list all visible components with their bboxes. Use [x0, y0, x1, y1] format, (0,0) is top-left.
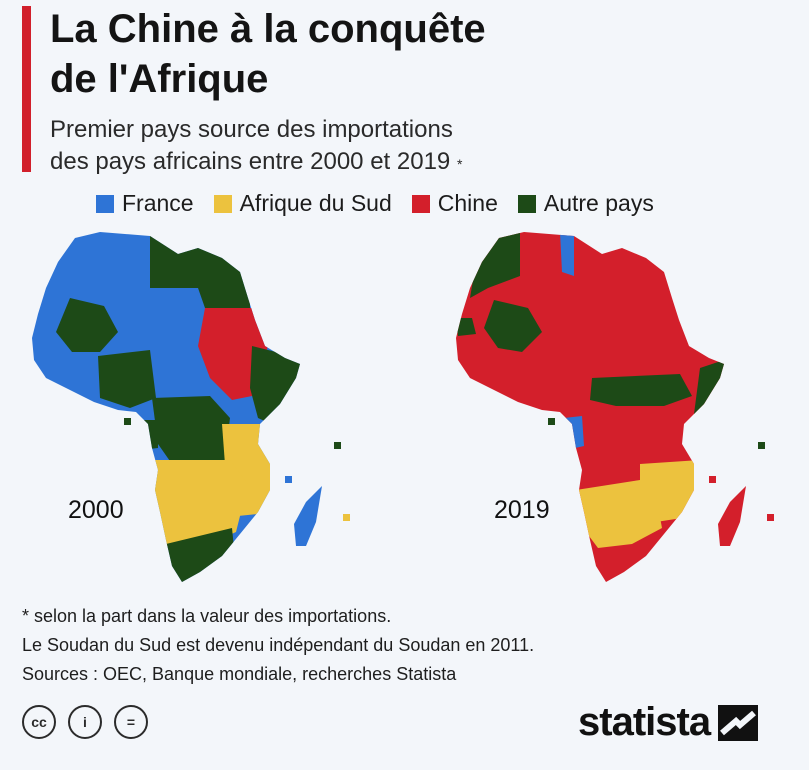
island-2019-comoros: [709, 476, 716, 483]
legend-item-chine: Chine: [411, 190, 498, 217]
footnote-line-2: Le Soudan du Sud est devenu indépendant …: [22, 635, 535, 655]
map-2019: [456, 232, 774, 582]
region-2019-central-band: [590, 374, 692, 406]
page-title: La Chine à la conquête de l'Afrique: [50, 4, 486, 104]
statista-wordmark: statista: [578, 700, 711, 744]
no-derivatives-icon[interactable]: =: [114, 705, 148, 739]
legend-label-afrique-du-sud: Afrique du Sud: [239, 190, 392, 216]
legend-swatch-france: [96, 194, 114, 213]
legend-item-afrique-du-sud: Afrique du Sud: [213, 190, 392, 217]
island-2000-mauritius: [343, 514, 350, 521]
year-label-2019: 2019: [494, 496, 550, 524]
region-2000-south-central: [150, 460, 248, 546]
legend-item-france: France: [96, 190, 194, 217]
year-label-2000: 2000: [68, 496, 124, 524]
region-2000-mali: [56, 298, 118, 352]
island-2019-seychelles: [758, 442, 765, 449]
accent-bar: [22, 6, 31, 172]
island-2000-seychelles: [334, 442, 341, 449]
region-2000-gabon: [140, 420, 158, 450]
license-icons: cc i =: [22, 705, 148, 739]
region-2019-gabon: [564, 416, 584, 450]
maps-area: 2000 2019: [0, 228, 809, 598]
legend-swatch-afrique-du-sud: [213, 194, 232, 213]
subtitle: Premier pays source des importations des…: [50, 114, 462, 178]
statista-logo-icon: [718, 704, 759, 741]
region-2000-nigeria: [98, 350, 156, 408]
region-2000-horn: [250, 346, 300, 428]
subtitle-footnote-mark: *: [456, 156, 463, 172]
legend-swatch-autre-pays: [517, 194, 536, 213]
subtitle-line-1: Premier pays source des importations: [50, 116, 453, 143]
region-2019-senegal: [456, 318, 476, 336]
madagascar-2019: [718, 486, 746, 546]
legend-label-france: France: [122, 190, 194, 216]
footnote-line-1: * selon la part dans la valeur des impor…: [22, 606, 392, 626]
region-2019-tunisia: [560, 232, 574, 276]
legend-item-autre-pays: Autre pays: [517, 190, 654, 217]
island-2019-mauritius: [767, 514, 774, 521]
footnotes: * selon la part dans la valeur des impor…: [22, 602, 534, 689]
legend-label-autre-pays: Autre pays: [543, 190, 654, 216]
legend-swatch-chine: [411, 194, 430, 213]
map-2000: [32, 232, 350, 582]
island-2000-comoros: [285, 476, 292, 483]
creative-commons-icon[interactable]: cc: [22, 705, 56, 739]
island-2000-sao-tome: [124, 418, 131, 425]
legend: France Afrique du Sud Chine Autre pays: [96, 190, 654, 217]
madagascar-2000: [294, 486, 322, 546]
footnote-sources: Sources : OEC, Banque mondiale, recherch…: [22, 664, 457, 684]
region-2019-mali: [484, 300, 542, 352]
attribution-icon[interactable]: i: [68, 705, 102, 739]
region-2000-sudan: [198, 308, 268, 400]
title-line-2: de l'Afrique: [50, 57, 269, 101]
africa-maps: [32, 232, 774, 582]
region-2000-congo: [152, 396, 230, 476]
subtitle-line-2: des pays africains entre 2000 et 2019: [50, 148, 451, 175]
island-2019-sao-tome: [548, 418, 555, 425]
statista-brand[interactable]: statista: [578, 700, 759, 745]
title-line-1: La Chine à la conquête: [50, 7, 486, 51]
legend-label-chine: Chine: [437, 190, 498, 216]
region-2019-south-central: [576, 480, 662, 548]
